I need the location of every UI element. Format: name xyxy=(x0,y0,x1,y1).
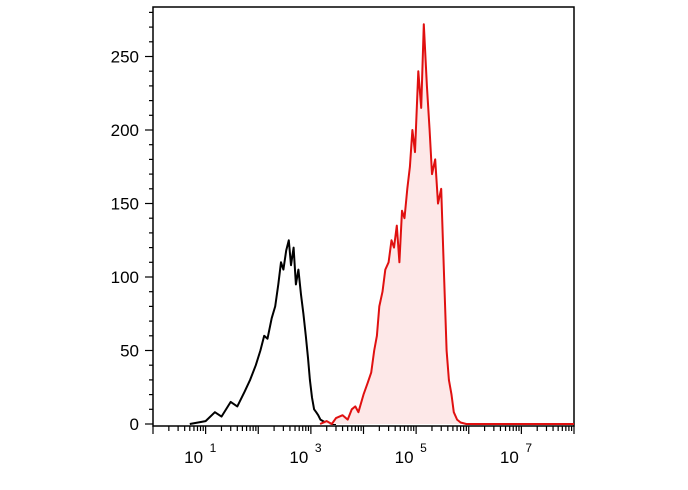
y-tick-label: 0 xyxy=(130,415,139,434)
x-tick-label-exponent: 1 xyxy=(210,441,217,455)
series-1-area xyxy=(320,24,574,424)
y-tick-label: 150 xyxy=(111,195,139,214)
plot-frame xyxy=(152,6,575,427)
x-tick-label-base: 10 xyxy=(184,448,203,467)
series-layer xyxy=(189,23,574,425)
series-1-line xyxy=(319,23,574,425)
series-0-line xyxy=(189,239,336,425)
x-tick-label-exponent: 3 xyxy=(315,441,322,455)
y-tick-label: 50 xyxy=(120,342,139,361)
y-axis: 0 50 100 150 200 250 xyxy=(111,11,153,434)
y-tick-label: 200 xyxy=(111,121,139,140)
x-tick-label-base: 10 xyxy=(500,448,519,467)
x-tick-label-base: 10 xyxy=(289,448,308,467)
x-axis: 10 1 10 3 10 5 10 7 xyxy=(152,426,575,467)
x-tick-label-exponent: 7 xyxy=(525,441,532,455)
y-tick-label: 100 xyxy=(111,268,139,287)
x-tick-label-exponent: 5 xyxy=(420,441,427,455)
x-tick-label-base: 10 xyxy=(395,448,414,467)
y-tick-label: 250 xyxy=(111,48,139,67)
